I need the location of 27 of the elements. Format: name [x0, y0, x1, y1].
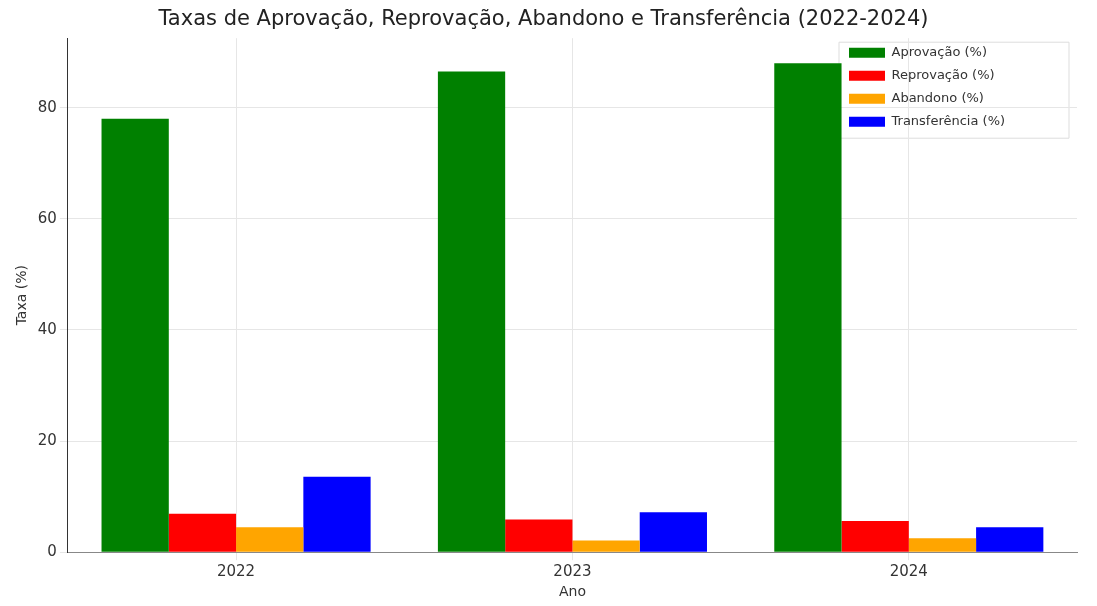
bar — [303, 476, 371, 552]
y-tick-label: 20 — [37, 430, 57, 449]
x-tick-label: 2023 — [553, 562, 592, 581]
x-tick-label: 2024 — [889, 562, 928, 581]
y-tick-label: 0 — [47, 542, 57, 561]
bar — [976, 527, 1044, 552]
bar — [639, 512, 707, 552]
chart-title: Taxas de Aprovação, Reprovação, Abandono e Transferência (2022-2024) — [157, 6, 929, 31]
y-axis-title: Taxa (%) — [13, 265, 30, 327]
bar — [236, 527, 304, 552]
bar — [505, 519, 573, 552]
y-tick-label: 80 — [37, 97, 57, 116]
bar — [774, 63, 842, 552]
legend-label: Reprovação (%) — [891, 67, 995, 83]
bar — [841, 521, 909, 552]
y-tick-label: 60 — [37, 208, 57, 227]
legend-label: Aprovação (%) — [891, 44, 988, 60]
bar — [437, 71, 506, 552]
bar — [908, 538, 977, 552]
legend-label: Abandono (%) — [891, 90, 984, 106]
x-axis-title: Ano — [558, 583, 586, 600]
x-tick-label: 2022 — [216, 562, 256, 581]
y-tick-label: 40 — [37, 319, 57, 338]
bar — [101, 118, 169, 552]
legend-label: Transferência (%) — [890, 113, 1006, 129]
bar — [572, 540, 640, 552]
bar — [168, 513, 237, 552]
